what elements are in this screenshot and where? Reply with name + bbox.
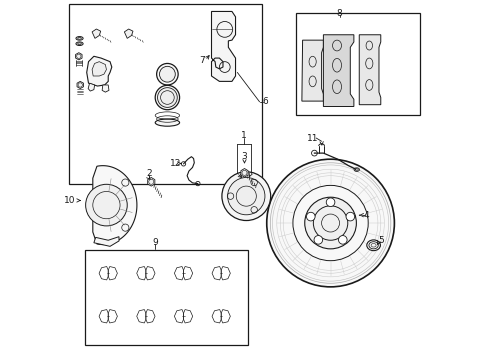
Circle shape <box>313 235 322 244</box>
Polygon shape <box>94 237 119 246</box>
Text: 5: 5 <box>378 237 384 246</box>
Ellipse shape <box>155 85 179 110</box>
Polygon shape <box>76 53 82 60</box>
Text: 3: 3 <box>241 152 247 161</box>
Polygon shape <box>102 85 109 92</box>
Polygon shape <box>359 35 380 105</box>
Polygon shape <box>147 177 155 186</box>
Text: 8: 8 <box>336 9 342 18</box>
Polygon shape <box>93 166 137 244</box>
Circle shape <box>325 198 334 207</box>
Text: 7: 7 <box>199 56 204 65</box>
Text: 2: 2 <box>146 169 152 178</box>
Text: 1: 1 <box>241 131 246 140</box>
Text: 9: 9 <box>152 238 158 247</box>
Text: 4: 4 <box>363 211 368 220</box>
Polygon shape <box>124 29 133 39</box>
Polygon shape <box>77 81 83 89</box>
Ellipse shape <box>76 42 83 45</box>
Text: 10: 10 <box>63 196 75 205</box>
Ellipse shape <box>76 37 83 40</box>
Circle shape <box>227 177 264 215</box>
Polygon shape <box>301 40 323 101</box>
Circle shape <box>346 212 354 221</box>
Polygon shape <box>92 29 101 39</box>
Circle shape <box>304 197 356 249</box>
Polygon shape <box>92 62 106 76</box>
Ellipse shape <box>366 240 380 251</box>
Bar <box>85 250 247 345</box>
Text: 6: 6 <box>262 97 267 106</box>
Polygon shape <box>241 168 247 177</box>
Polygon shape <box>323 35 353 107</box>
Text: 12: 12 <box>170 159 181 168</box>
Ellipse shape <box>157 87 177 107</box>
Circle shape <box>338 235 346 244</box>
Circle shape <box>266 159 394 287</box>
Bar <box>69 4 262 184</box>
Ellipse shape <box>155 119 179 126</box>
Circle shape <box>306 212 314 221</box>
Ellipse shape <box>159 66 175 82</box>
Ellipse shape <box>156 63 178 85</box>
Polygon shape <box>86 56 112 86</box>
Text: 11: 11 <box>306 134 318 143</box>
Circle shape <box>85 184 127 226</box>
Circle shape <box>222 172 270 221</box>
Bar <box>296 13 419 116</box>
Polygon shape <box>88 83 94 91</box>
Polygon shape <box>211 12 235 81</box>
